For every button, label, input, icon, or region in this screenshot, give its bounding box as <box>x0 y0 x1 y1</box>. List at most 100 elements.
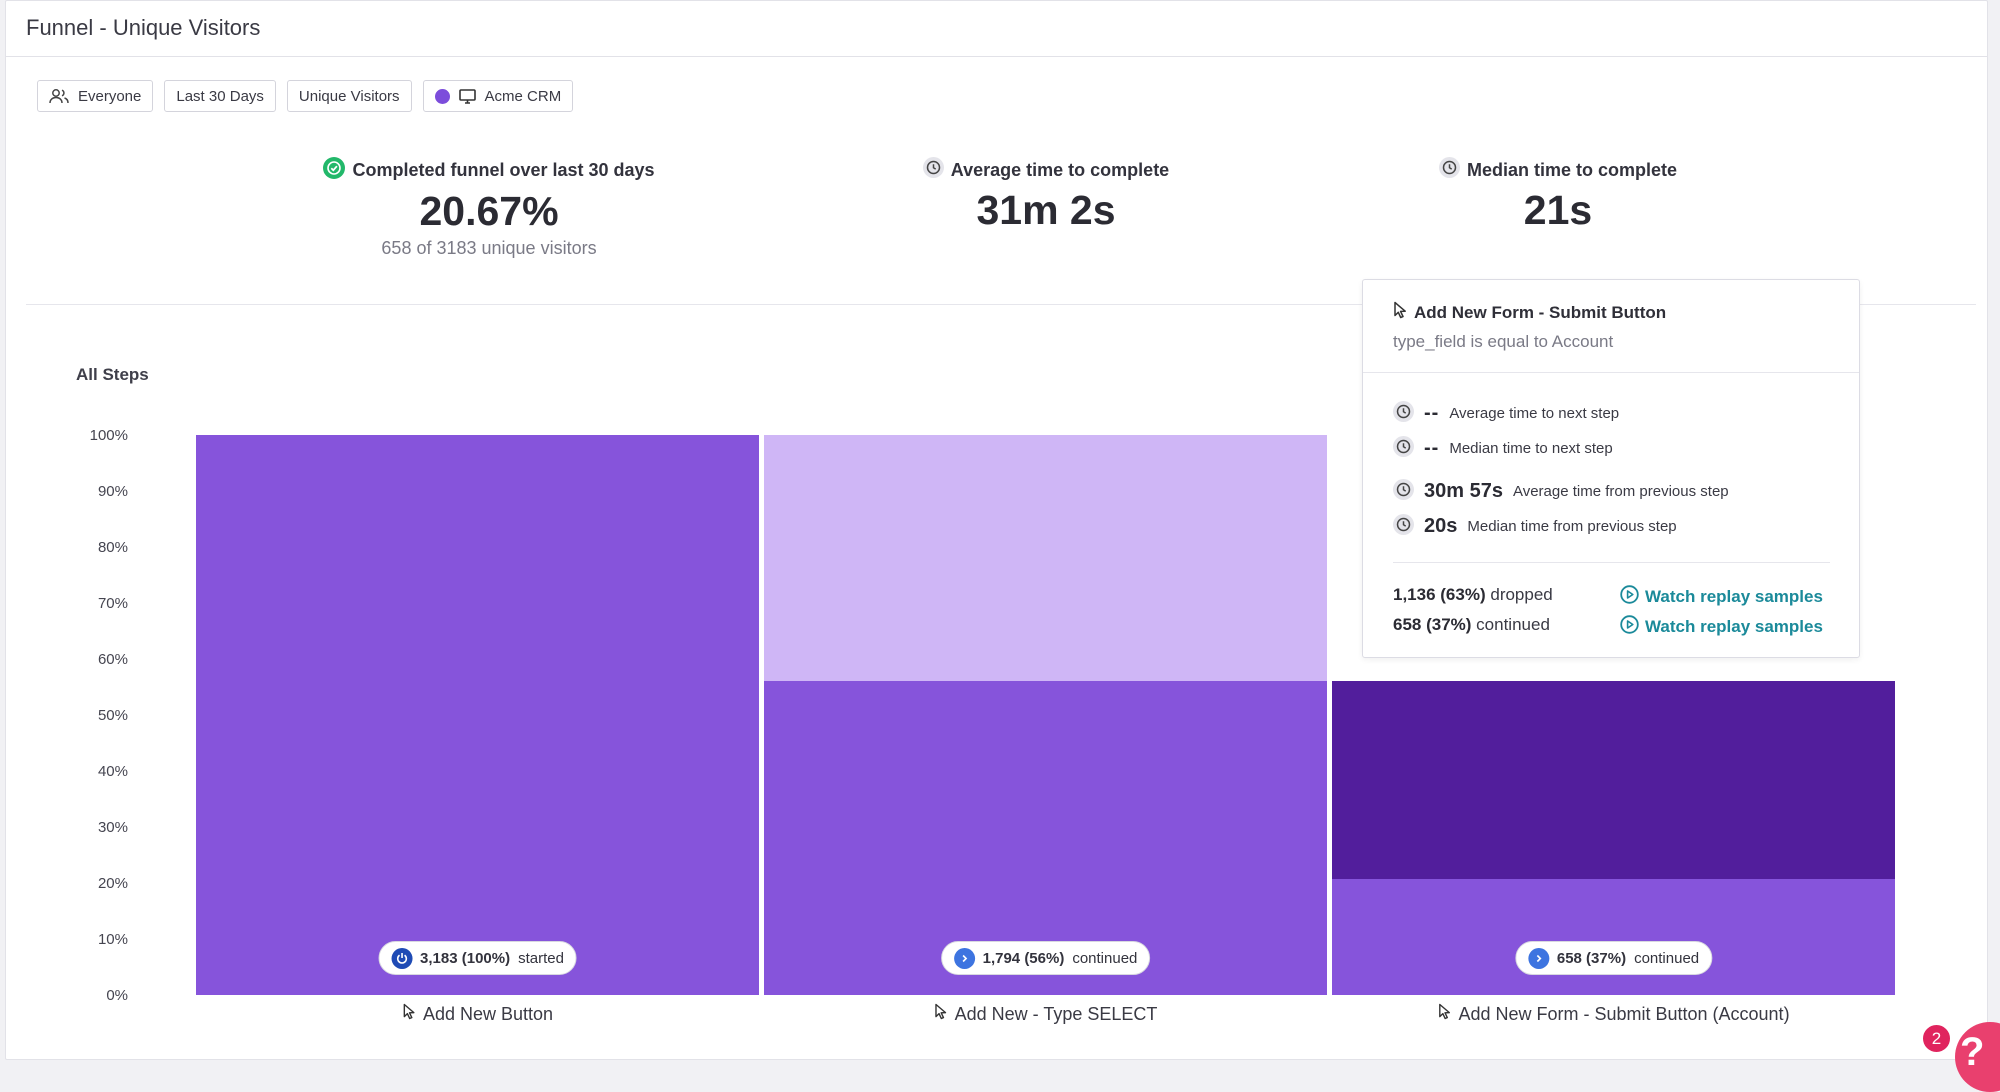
clock-icon <box>922 157 944 183</box>
y-tick-label: 90% <box>97 483 128 500</box>
step-count-value: 3,183 (100%) <box>420 949 511 967</box>
tooltip-row: -- Average time to next step <box>1393 401 1619 426</box>
metric-chip[interactable]: Unique Visitors <box>286 80 412 112</box>
continued-text: continued <box>1476 615 1550 634</box>
step-count-text: continued <box>1634 949 1700 967</box>
cursor-icon <box>1393 301 1408 324</box>
row-value: -- <box>1424 437 1440 459</box>
app-color-dot <box>434 88 450 104</box>
filter-bar: Everyone Last 30 Days Unique Visitors Ac… <box>37 80 574 112</box>
play-circle-icon <box>1620 615 1639 639</box>
step-count-value: 658 (37%) <box>1556 949 1627 967</box>
chevron-right-icon <box>1527 947 1549 969</box>
step-label: Add New - Type SELECT <box>934 1003 1158 1025</box>
step-label-text: Add New - Type SELECT <box>954 1003 1158 1024</box>
watch-dropped-label: Watch replay samples <box>1645 587 1823 606</box>
cursor-icon <box>934 1003 948 1025</box>
y-tick-label: 100% <box>89 427 128 444</box>
average-time-stat: Average time to complete 31m 2s <box>846 157 1246 234</box>
cursor-icon <box>1437 1003 1451 1025</box>
row-value: -- <box>1424 402 1440 424</box>
clock-icon <box>1393 514 1414 539</box>
row-label: Average time to next step <box>1449 405 1620 422</box>
step-count-text: started <box>518 949 564 967</box>
desktop-icon <box>458 88 476 104</box>
tooltip-condition: type_field is equal to Account <box>1393 332 1614 351</box>
step-tooltip: Add New Form - Submit Button type_field … <box>1362 279 1860 658</box>
row-label: Median time from previous step <box>1467 518 1677 535</box>
chart-title: All Steps <box>76 365 149 384</box>
funnel-step-column[interactable] <box>196 1 759 1061</box>
tooltip-row: 20s Median time from previous step <box>1393 514 1677 539</box>
segment-filter-chip[interactable]: Everyone <box>37 80 154 112</box>
row-label: Average time from previous step <box>1512 483 1729 500</box>
clock-icon <box>1393 401 1414 426</box>
watch-continued-replays-link[interactable]: Watch replay samples <box>1620 615 1823 639</box>
date-range-label: Last 30 Days <box>176 87 264 105</box>
clock-icon <box>1393 479 1414 504</box>
watch-continued-label: Watch replay samples <box>1645 617 1823 636</box>
completed-stat: Completed funnel over last 30 days 20.67… <box>289 157 689 259</box>
clock-icon <box>1438 157 1460 183</box>
completed-sub: 658 of 3183 unique visitors <box>381 238 597 258</box>
completed-label: Completed funnel over last 30 days <box>352 160 655 180</box>
play-circle-icon <box>1620 585 1639 609</box>
step-count-badge: 3,183 (100%) started <box>378 941 577 975</box>
funnel-step-column[interactable] <box>1332 1 1895 1061</box>
segment-filter-label: Everyone <box>78 87 142 105</box>
tooltip-title: Add New Form - Submit Button <box>1414 302 1667 322</box>
cursor-icon <box>402 1003 416 1025</box>
clock-icon <box>1393 436 1414 461</box>
app-filter-chip[interactable]: Acme CRM <box>422 80 574 112</box>
average-time-label: Average time to complete <box>950 159 1170 180</box>
dropped-text: dropped <box>1490 585 1553 604</box>
bar-continued[interactable] <box>196 435 759 995</box>
completed-value: 20.67% <box>419 188 559 234</box>
row-value: 30m 57s <box>1424 480 1503 502</box>
y-tick-label: 70% <box>97 595 128 612</box>
average-time-value: 31m 2s <box>976 187 1116 233</box>
question-icon: ? <box>1960 1030 1985 1074</box>
page-title: Funnel - Unique Visitors <box>26 15 261 40</box>
median-time-stat: Median time to complete 21s <box>1358 157 1758 234</box>
tooltip-row: 30m 57s Average time from previous step <box>1393 479 1729 504</box>
bar-dropped[interactable] <box>1332 681 1895 880</box>
row-label: Median time to next step <box>1449 440 1613 457</box>
median-time-value: 21s <box>1523 187 1593 233</box>
step-count-text: continued <box>1072 949 1138 967</box>
step-count-value: 1,794 (56%) <box>982 949 1065 967</box>
bar-dropped[interactable] <box>764 435 1327 682</box>
step-count-badge: 1,794 (56%) continued <box>940 941 1151 975</box>
divider <box>26 304 1976 305</box>
tooltip-divider <box>1363 372 1859 373</box>
y-tick-label: 60% <box>97 651 128 668</box>
funnel-step-column[interactable] <box>764 1 1327 1061</box>
step-label: Add New Form - Submit Button (Account) <box>1437 1003 1790 1025</box>
y-tick-label: 50% <box>97 707 128 724</box>
power-icon <box>391 947 413 969</box>
watch-dropped-replays-link[interactable]: Watch replay samples <box>1620 585 1823 609</box>
continued-value: 658 (37%) <box>1393 615 1472 634</box>
chevron-right-icon <box>953 947 975 969</box>
dropped-stat: 1,136 (63%) dropped <box>1393 585 1553 605</box>
y-tick-label: 30% <box>97 819 128 836</box>
step-label: Add New Button <box>402 1003 553 1025</box>
step-label-text: Add New Form - Submit Button (Account) <box>1458 1003 1790 1024</box>
bar-continued[interactable] <box>1332 879 1895 995</box>
y-tick-label: 10% <box>97 931 128 948</box>
users-icon <box>49 88 69 104</box>
y-tick-label: 80% <box>97 539 128 556</box>
app-filter-label: Acme CRM <box>484 87 562 105</box>
y-tick-label: 0% <box>106 987 128 1004</box>
metric-label: Unique Visitors <box>298 87 400 105</box>
dropped-value: 1,136 (63%) <box>1393 585 1486 604</box>
median-time-label: Median time to complete <box>1466 159 1678 180</box>
tooltip-divider <box>1393 562 1830 563</box>
y-tick-label: 20% <box>97 875 128 892</box>
tooltip-row: -- Median time to next step <box>1393 436 1613 461</box>
card-header: Funnel - Unique Visitors <box>6 1 1987 57</box>
help-notification-badge: 2 <box>1921 1023 1952 1054</box>
step-count-badge: 658 (37%) continued <box>1514 941 1713 975</box>
continued-stat: 658 (37%) continued <box>1393 615 1550 635</box>
date-range-chip[interactable]: Last 30 Days <box>164 80 276 112</box>
